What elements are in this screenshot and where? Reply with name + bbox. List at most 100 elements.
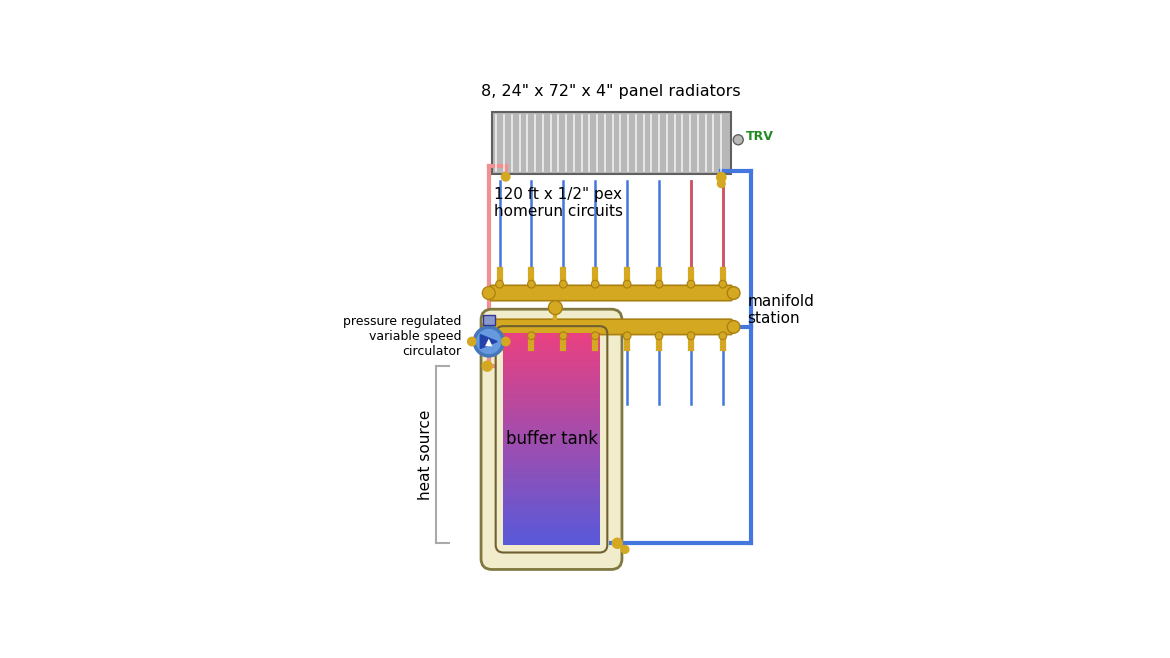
Text: TRV: TRV [746,130,773,143]
Bar [503,520,600,524]
Circle shape [717,180,725,188]
Circle shape [687,332,695,340]
Bar [503,407,600,411]
Circle shape [482,320,495,333]
Bar [503,470,600,474]
Bar [503,365,600,369]
Bar [503,506,600,510]
Circle shape [655,280,663,288]
Text: pressure regulated
variable speed
circulator: pressure regulated variable speed circul… [344,315,462,358]
FancyBboxPatch shape [482,315,495,324]
Circle shape [591,280,599,288]
Bar [503,397,600,401]
Bar [503,446,600,450]
Bar [503,457,600,461]
Bar [503,372,600,376]
Bar [503,527,600,531]
Bar [503,400,600,404]
Bar [503,415,600,418]
Circle shape [496,280,503,288]
Circle shape [496,332,503,340]
Bar [503,404,600,408]
Text: heat source: heat source [418,409,433,500]
Circle shape [728,287,739,299]
FancyBboxPatch shape [490,286,732,301]
Bar [503,347,600,351]
Circle shape [559,332,567,340]
Text: ▲: ▲ [486,336,493,347]
Bar [503,383,600,387]
Text: buffer tank: buffer tank [505,430,598,448]
Text: 120 ft x 1/2" pex
homerun circuits: 120 ft x 1/2" pex homerun circuits [494,187,624,219]
Bar [503,421,600,425]
Bar [503,334,600,338]
Circle shape [549,301,563,315]
Circle shape [621,545,629,553]
Circle shape [477,330,501,353]
Bar [503,432,600,436]
Bar [503,463,600,467]
Circle shape [717,173,725,182]
Bar [503,495,600,499]
Circle shape [728,320,739,333]
Circle shape [482,361,493,371]
Bar [503,442,600,446]
Bar [503,351,600,355]
Circle shape [734,135,743,145]
Bar [503,509,600,513]
Bar [503,355,600,359]
Bar [503,453,600,457]
Bar [503,485,600,488]
Bar [503,541,600,545]
Circle shape [559,280,567,288]
Bar [503,411,600,415]
Bar [503,358,600,362]
FancyBboxPatch shape [481,309,622,569]
Circle shape [528,280,536,288]
Bar [503,534,600,538]
Bar [503,517,600,520]
Bar [503,538,600,542]
Bar [503,376,600,380]
Bar [503,502,600,506]
Bar [503,467,600,471]
Polygon shape [480,335,497,349]
Circle shape [687,280,695,288]
Bar [503,418,600,422]
Circle shape [502,338,510,345]
Bar [503,474,600,478]
Circle shape [482,287,495,299]
Circle shape [612,538,622,548]
Circle shape [624,280,631,288]
FancyBboxPatch shape [490,319,732,335]
Circle shape [528,332,536,340]
Circle shape [502,172,510,181]
Bar [503,478,600,482]
Bar [503,386,600,390]
Bar [503,449,600,453]
Bar [503,337,600,341]
Bar [503,439,600,443]
Bar [503,428,600,432]
Text: 8, 24" x 72" x 4" panel radiators: 8, 24" x 72" x 4" panel radiators [481,84,741,99]
Circle shape [483,288,494,298]
Circle shape [474,326,504,357]
Circle shape [717,172,725,181]
Text: manifold
station: manifold station [748,293,814,326]
Circle shape [591,332,599,340]
Bar [503,499,600,503]
Bar [503,523,600,527]
Bar [503,390,600,393]
Circle shape [624,332,631,340]
Bar [503,513,600,517]
Circle shape [720,280,727,288]
Bar [503,344,600,348]
Circle shape [720,332,727,340]
Bar [503,436,600,440]
Circle shape [468,338,476,345]
Bar [503,481,600,485]
Bar [503,492,600,495]
Bar [503,488,600,492]
Bar [503,530,600,534]
Bar [503,425,600,429]
